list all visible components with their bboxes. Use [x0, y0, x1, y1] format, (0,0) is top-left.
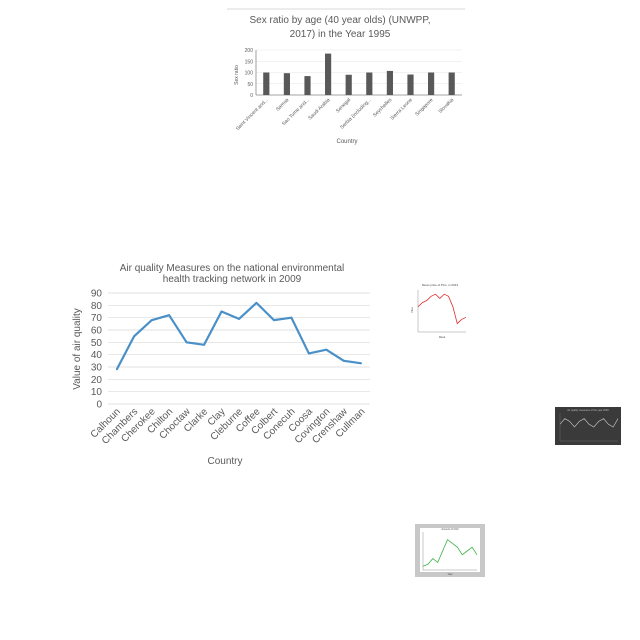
thumbnail-title: Mean price of PCs, in 2013	[422, 283, 459, 287]
bar	[428, 72, 435, 95]
bar	[263, 72, 270, 95]
data-point	[255, 302, 258, 304]
x-tick-label: Saudi Arabia	[307, 97, 331, 121]
y-tick-label: 10	[91, 387, 103, 398]
y-tick-label: 200	[245, 48, 254, 54]
chart-title-line-1: Sex ratio by age (40 year olds) (UNWPP,	[249, 15, 430, 26]
co2-thumbnail-chart: Amount of CO2 Year	[415, 524, 485, 577]
data-point	[115, 368, 118, 371]
series-line	[559, 418, 619, 428]
thumbnail-plot-area	[420, 528, 480, 572]
bar	[304, 76, 311, 95]
bar	[366, 72, 373, 95]
x-tick-label: Senegal	[335, 97, 352, 114]
data-point	[238, 318, 240, 320]
chart-title-line-1: Air quality Measures on the national env…	[120, 263, 345, 274]
x-tick-label: Singapore	[414, 97, 435, 118]
bar	[345, 74, 352, 95]
data-point	[290, 316, 293, 319]
y-tick-label: 100	[245, 71, 254, 77]
bar	[448, 72, 455, 95]
sex-ratio-chart: Sex ratio by age (40 year olds) (UNWPP, …	[227, 8, 465, 145]
air-quality-chart: Air quality Measures on the national env…	[72, 263, 370, 467]
y-tick-label: 90	[91, 289, 103, 300]
data-point	[360, 362, 363, 365]
y-tick-label: 0	[250, 93, 253, 99]
thumbnail-x-label: Year	[447, 573, 452, 576]
data-point	[343, 360, 345, 362]
series-line	[422, 538, 478, 567]
series-line	[115, 301, 362, 370]
x-tick-label: Slovakia	[438, 97, 456, 115]
y-axis-title: Sex ratio	[234, 65, 240, 85]
data-point	[150, 319, 153, 321]
thumbnail-x-label: Week	[439, 336, 446, 339]
x-axis-title: Country	[336, 139, 357, 145]
y-tick-label: 150	[245, 59, 254, 65]
data-point	[185, 341, 188, 344]
x-tick-label: Sierra Leone	[389, 97, 414, 122]
data-point	[308, 352, 310, 355]
x-tick-label: Saint Vincent and...	[235, 97, 270, 132]
thumbnail-title: Amount of CO2	[441, 528, 459, 531]
y-axis-title: Value of air quality	[72, 308, 83, 390]
y-tick-label: 50	[91, 338, 103, 349]
y-tick-label: 40	[91, 350, 103, 361]
data-point	[133, 335, 135, 337]
y-tick-label: 30	[91, 363, 103, 374]
y-tick-label: 80	[91, 301, 103, 312]
y-tick-label: 20	[91, 375, 103, 386]
data-point	[220, 310, 223, 313]
x-axis-title: Country	[207, 456, 242, 467]
chart-title-line-2: health tracking network in 2009	[163, 274, 302, 285]
series-line	[417, 293, 467, 325]
x-tick-label: Samoa	[275, 97, 291, 113]
data-point	[325, 348, 328, 351]
bar	[283, 73, 290, 95]
price-thumbnail-chart: Mean price of PCs, in 2013 Price Week	[410, 282, 468, 340]
data-point	[273, 319, 275, 321]
y-tick-label: 0	[96, 400, 102, 411]
data-point	[203, 344, 205, 346]
y-tick-label: 70	[91, 313, 103, 324]
bar	[325, 53, 332, 95]
bar	[407, 74, 414, 95]
thumbnail-title: Air quality measures of the year 2009	[567, 409, 609, 412]
chart-title-line-2: 2017) in the Year 1995	[290, 29, 391, 40]
thumbnail-y-label: Price	[411, 307, 414, 313]
y-tick-label: 60	[91, 326, 103, 337]
dark-thumbnail-chart: Air quality measures of the year 2009	[555, 407, 621, 445]
data-point	[168, 314, 170, 316]
y-tick-label: 50	[247, 82, 253, 88]
bar	[386, 70, 393, 95]
